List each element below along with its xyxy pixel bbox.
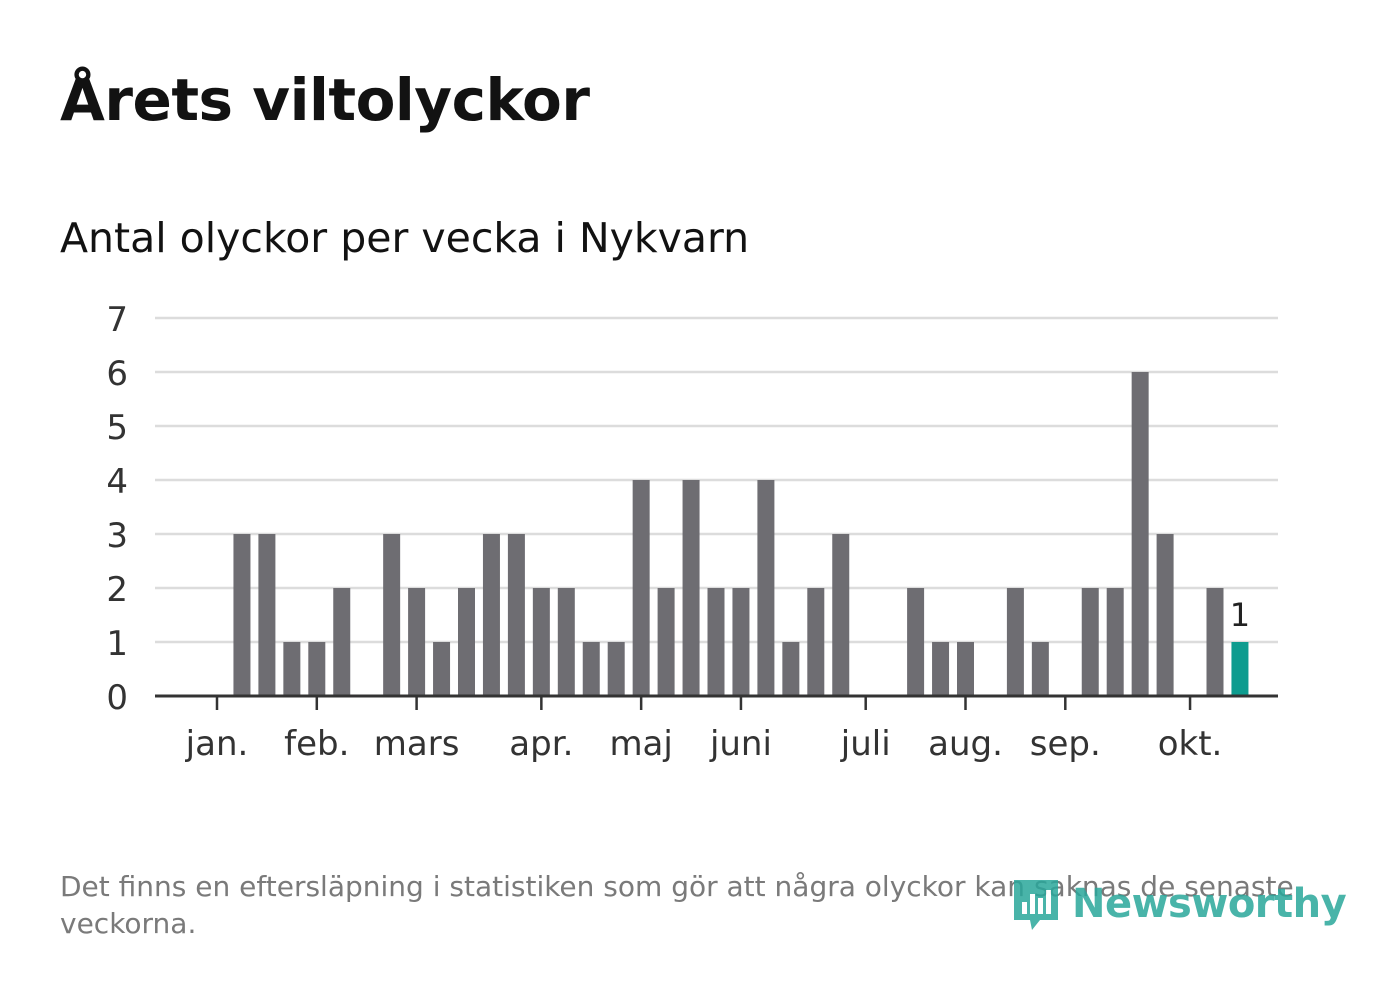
bar — [607, 642, 625, 696]
bar — [1156, 534, 1174, 696]
bar — [1106, 588, 1124, 696]
newsworthy-logo-icon — [1014, 880, 1058, 930]
bar-highlight — [1231, 642, 1249, 696]
x-tick-label: juni — [709, 724, 772, 764]
bar — [1131, 372, 1149, 696]
bar — [1081, 588, 1099, 696]
bar — [657, 588, 675, 696]
bar — [482, 534, 500, 696]
bar — [907, 588, 925, 696]
bar — [782, 642, 800, 696]
y-tick-label: 0 — [106, 678, 128, 718]
bar — [757, 480, 775, 696]
bar — [1206, 588, 1224, 696]
bar — [458, 588, 475, 696]
bar — [507, 534, 525, 696]
bar — [932, 642, 950, 696]
bar — [408, 588, 426, 696]
y-tick-label: 1 — [106, 624, 128, 664]
bar — [233, 534, 251, 696]
bar — [1031, 642, 1049, 696]
bar — [557, 588, 575, 696]
bar-chart: 0 1 2 3 4 5 6 7 1 jan. feb. mars apr. maj juni juli aug.… — [106, 300, 1278, 764]
bar — [632, 480, 650, 696]
bar — [532, 588, 550, 696]
x-tick-label: okt. — [1158, 724, 1223, 764]
newsworthy-logo-text: Newsworthy — [1072, 881, 1347, 927]
x-tick-label: feb. — [284, 724, 349, 764]
data-label: 1 — [1230, 596, 1250, 634]
bar — [333, 588, 351, 696]
page-title: Årets viltolyckor — [60, 66, 590, 134]
bar — [832, 534, 850, 696]
bar — [682, 480, 700, 696]
y-tick-label: 7 — [106, 300, 128, 340]
x-tick-label: juli — [840, 724, 891, 764]
bar — [308, 642, 326, 696]
bar — [1006, 588, 1024, 696]
y-tick-label: 3 — [106, 516, 128, 556]
x-tick-label: sep. — [1030, 724, 1101, 764]
x-tick-label: apr. — [509, 724, 573, 764]
bar — [957, 642, 974, 696]
footnote: Det finns en eftersläpning i statistiken… — [60, 870, 1294, 940]
bar — [582, 642, 600, 696]
bar — [732, 588, 750, 696]
x-tick-label: maj — [609, 724, 672, 764]
bar — [383, 534, 401, 696]
y-tick-label: 2 — [106, 570, 128, 610]
chart-subtitle: Antal olyckor per vecka i Nykvarn — [60, 214, 750, 262]
x-tick-label: jan. — [185, 724, 249, 764]
newsworthy-logo: Newsworthy — [1010, 876, 1347, 932]
y-tick-label: 5 — [106, 408, 128, 448]
x-tick-label: aug. — [928, 724, 1003, 764]
bar — [283, 642, 301, 696]
x-tick-label: mars — [374, 724, 460, 764]
y-tick-label: 6 — [106, 354, 128, 394]
y-tick-label: 4 — [106, 462, 128, 502]
bar — [258, 534, 276, 696]
bar — [807, 588, 825, 696]
bar — [433, 642, 451, 696]
bar — [707, 588, 725, 696]
